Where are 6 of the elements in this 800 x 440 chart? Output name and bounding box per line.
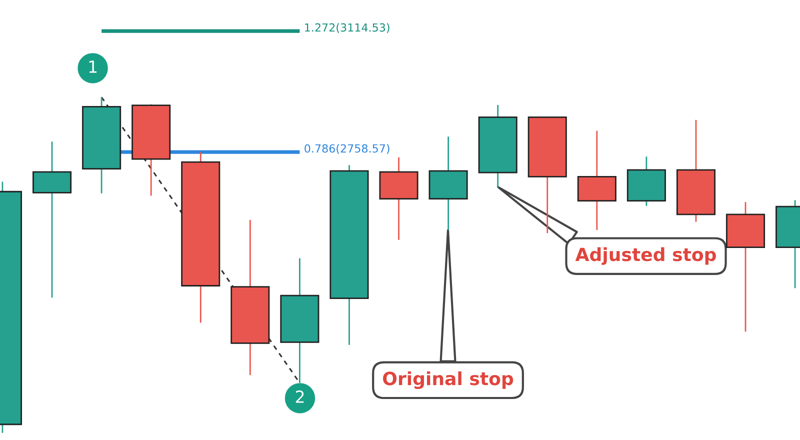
annotation: Original stop [383, 371, 514, 389]
ref-line-label: 0.786(2758.57) [304, 144, 390, 154]
ref-line-label: 1.272(3114.53) [305, 23, 390, 34]
annotation: 1 [89, 60, 97, 73]
annotation: Adjusted stop [575, 247, 716, 265]
annotation: 2 [296, 390, 304, 403]
